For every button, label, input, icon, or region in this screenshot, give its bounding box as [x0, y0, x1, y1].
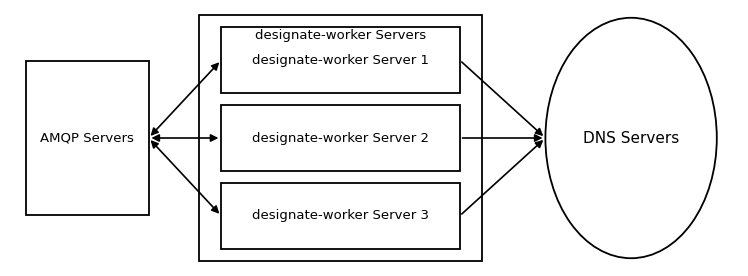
Text: designate-worker Server 2: designate-worker Server 2 [252, 131, 429, 145]
FancyBboxPatch shape [221, 183, 460, 249]
FancyBboxPatch shape [221, 105, 460, 171]
Ellipse shape [545, 18, 717, 258]
FancyArrowPatch shape [152, 141, 218, 213]
Text: AMQP Servers: AMQP Servers [40, 131, 134, 145]
Text: designate-worker Servers: designate-worker Servers [255, 29, 426, 42]
FancyArrowPatch shape [462, 135, 541, 141]
FancyArrowPatch shape [462, 62, 542, 135]
Text: designate-worker Server 1: designate-worker Server 1 [252, 54, 429, 67]
FancyArrowPatch shape [152, 63, 218, 135]
FancyBboxPatch shape [25, 62, 149, 214]
FancyBboxPatch shape [199, 15, 482, 261]
FancyArrowPatch shape [153, 135, 217, 141]
FancyArrowPatch shape [462, 141, 542, 214]
Text: designate-worker Server 3: designate-worker Server 3 [252, 209, 429, 222]
FancyBboxPatch shape [221, 27, 460, 93]
Text: DNS Servers: DNS Servers [583, 131, 679, 145]
